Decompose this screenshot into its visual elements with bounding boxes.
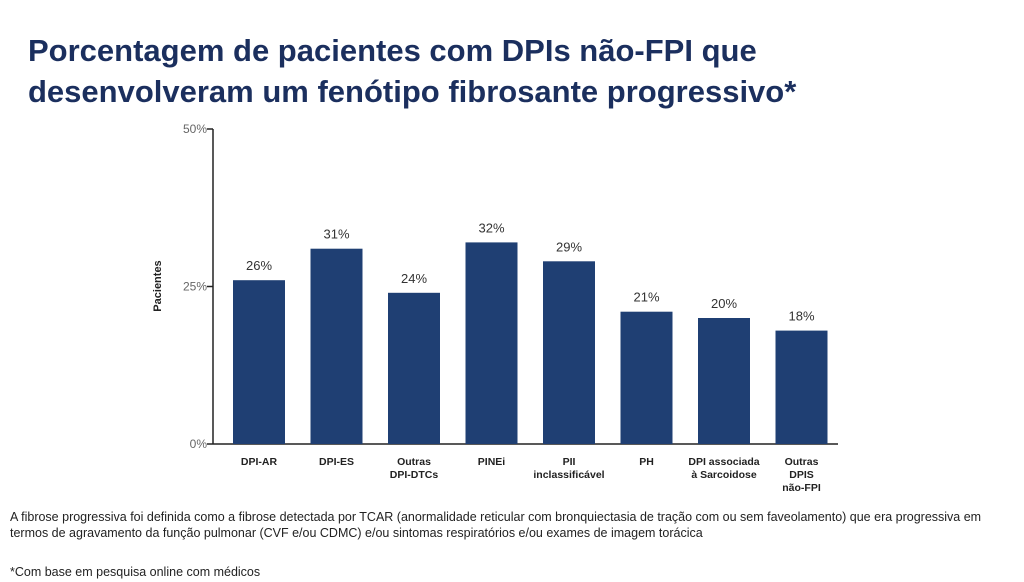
- bar: [543, 261, 595, 444]
- chart: Pacientes 0% 25% 50% DPI-AR 26% DPI-ES 31% Outra…: [152, 122, 838, 494]
- y-tick-label: 0%: [190, 437, 208, 451]
- bar: [620, 311, 673, 444]
- footnote: A fibrose progressiva foi definida como …: [10, 510, 982, 540]
- y-axis-label: Pacientes: [152, 260, 164, 311]
- footnote: *Com base em pesquisa online com médicos: [10, 565, 261, 579]
- bar: [775, 330, 828, 444]
- y-tick-label: 25%: [183, 280, 207, 294]
- value-label: 20%: [711, 296, 737, 311]
- bar: [310, 248, 363, 444]
- x-tick-label: DPI-ES: [319, 456, 354, 468]
- x-tick-label: PII inclassificável: [533, 456, 604, 481]
- value-label: 31%: [323, 227, 349, 242]
- value-label: 29%: [556, 239, 582, 254]
- bar: [698, 318, 750, 444]
- chart-title: Porcentagem de pacientes com DPIs não-FP…: [28, 33, 797, 109]
- x-tick-label: Outras DPIS não-FPI: [782, 456, 821, 494]
- x-tick-label: PH: [639, 456, 654, 468]
- bar: [388, 292, 440, 444]
- value-label: 21%: [633, 290, 659, 305]
- value-label: 18%: [788, 309, 814, 324]
- value-label: 26%: [246, 258, 272, 273]
- bar: [465, 242, 518, 444]
- y-tick-label: 50%: [183, 122, 207, 136]
- x-tick-label: DPI associada à Sarcoidose: [688, 456, 759, 481]
- bar: [233, 280, 285, 444]
- x-tick-label: Outras DPI-DTCs: [390, 456, 439, 481]
- x-tick-label: PINEi: [478, 456, 506, 468]
- value-label: 24%: [401, 271, 427, 286]
- x-tick-label: DPI-AR: [241, 456, 278, 468]
- value-label: 32%: [478, 220, 504, 235]
